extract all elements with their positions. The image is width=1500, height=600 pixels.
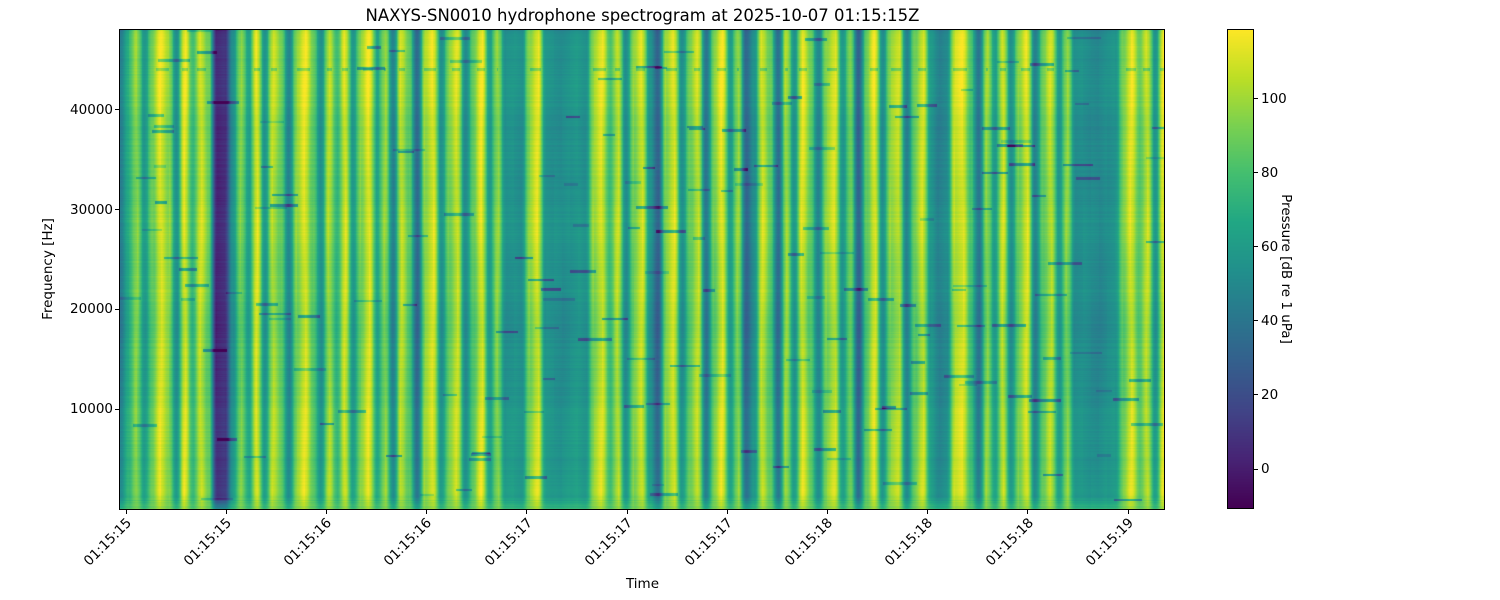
x-tick-label: 01:15:15 — [180, 515, 236, 570]
y-tick-label: 40000 — [70, 101, 113, 118]
x-tick-mark — [325, 510, 327, 514]
y-tick-label: 10000 — [70, 401, 113, 418]
x-tick-label: 01:15:19 — [1082, 515, 1137, 570]
x-tick-mark — [426, 510, 428, 514]
x-tick-mark — [225, 510, 227, 514]
x-tick-label: 01:15:17 — [681, 515, 737, 570]
x-tick-mark — [1127, 510, 1129, 514]
y-tick-mark — [115, 209, 119, 211]
x-tick-mark — [927, 510, 929, 514]
colorbar-tick-label: 0 — [1261, 461, 1270, 478]
x-tick-mark — [526, 510, 528, 514]
colorbar-label: Pressure [dB re 1 uPa] — [1278, 194, 1294, 344]
colorbar-tick-label: 80 — [1261, 164, 1279, 181]
colorbar-gradient — [1228, 30, 1253, 508]
colorbar-tick-label: 60 — [1261, 238, 1279, 255]
x-tick-mark — [726, 510, 728, 514]
x-tick-label: 01:15:18 — [782, 515, 837, 570]
x-tick-label: 01:15:16 — [381, 515, 436, 570]
y-tick-label: 30000 — [70, 201, 113, 218]
colorbar-tick-mark — [1254, 468, 1258, 470]
x-tick-label: 01:15:17 — [481, 515, 536, 570]
colorbar-tick-mark — [1254, 320, 1258, 322]
x-tick-mark — [626, 510, 628, 514]
x-tick-mark — [826, 510, 828, 514]
colorbar-tick-mark — [1254, 394, 1258, 396]
y-tick-mark — [115, 308, 119, 310]
x-tick-label: 01:15:15 — [80, 515, 135, 570]
colorbar — [1227, 29, 1254, 509]
y-tick-mark — [115, 408, 119, 410]
colorbar-tick-mark — [1254, 172, 1258, 174]
colorbar-tick-label: 20 — [1261, 386, 1279, 403]
figure-title: NAXYS-SN0010 hydrophone spectrogram at 2… — [365, 6, 920, 25]
colorbar-tick-label: 40 — [1261, 312, 1279, 329]
spectrogram-image — [120, 30, 1164, 509]
colorbar-tick-label: 100 — [1261, 90, 1287, 107]
x-tick-mark — [125, 510, 127, 514]
y-tick-label: 20000 — [70, 301, 113, 318]
colorbar-tick-mark — [1254, 246, 1258, 248]
x-tick-label: 01:15:18 — [882, 515, 937, 570]
x-tick-label: 01:15:17 — [581, 515, 636, 570]
colorbar-tick-mark — [1254, 98, 1258, 100]
x-tick-mark — [1027, 510, 1029, 514]
x-axis-label: Time — [625, 576, 660, 592]
y-tick-mark — [115, 109, 119, 111]
x-tick-label: 01:15:18 — [982, 515, 1037, 570]
x-tick-label: 01:15:16 — [281, 515, 336, 570]
plot-area — [119, 29, 1165, 510]
